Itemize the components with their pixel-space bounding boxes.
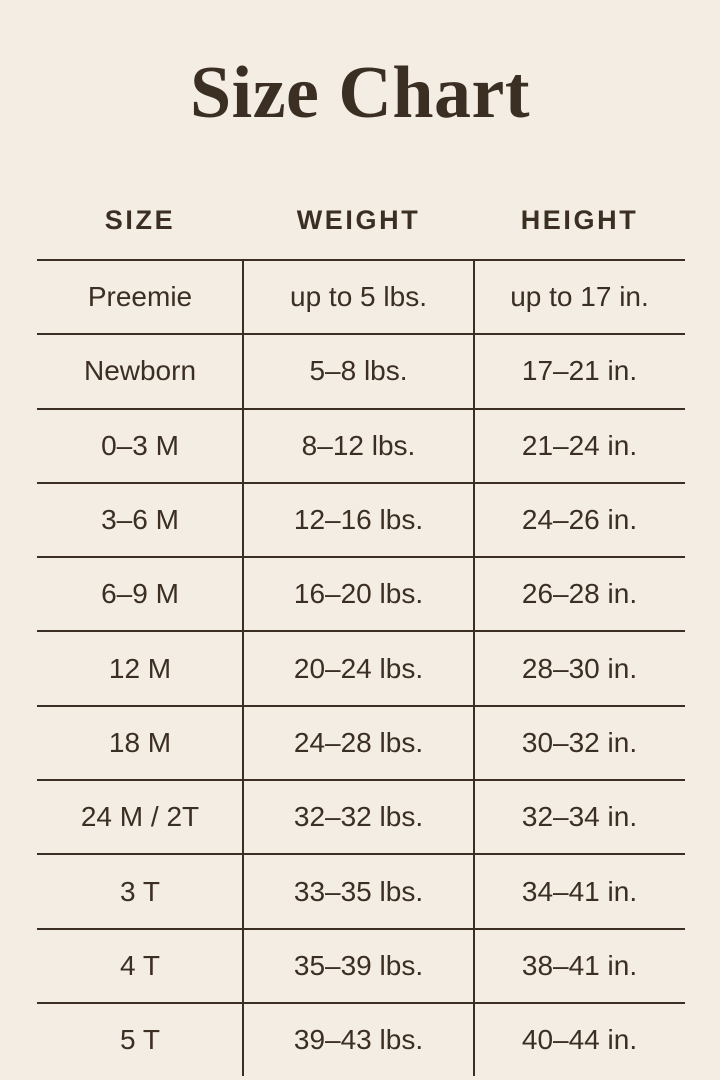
cell-height: 32–34 in. (521, 801, 638, 833)
table-row: 6–9 M 16–20 lbs. 26–28 in. (37, 556, 685, 630)
cell-weight: up to 5 lbs. (290, 281, 427, 313)
cell-height: 21–24 in. (521, 429, 638, 461)
cell-weight: 16–20 lbs. (293, 578, 424, 610)
cell-height: 40–44 in. (521, 1024, 638, 1056)
column-divider-1 (242, 259, 244, 1077)
page-title: Size Chart (190, 52, 530, 134)
cell-height: 28–30 in. (521, 652, 638, 684)
cell-weight: 32–32 lbs. (293, 801, 424, 833)
cell-size: Newborn (83, 355, 197, 387)
table-row: 18 M 24–28 lbs. 30–32 in. (37, 704, 685, 779)
cell-weight: 35–39 lbs. (293, 949, 424, 981)
table-header-row: SIZE WEIGHT HEIGHT (37, 186, 685, 259)
cell-size: 6–9 M (101, 578, 179, 610)
cell-size: 5 T (120, 1024, 160, 1056)
cell-size: 24 M / 2T (80, 801, 200, 833)
cell-weight: 12–16 lbs. (293, 504, 424, 536)
cell-height: 30–32 in. (521, 726, 638, 758)
cell-weight: 24–28 lbs. (293, 726, 424, 758)
cell-size: 3 T (120, 875, 160, 907)
cell-weight: 5–8 lbs. (309, 355, 408, 387)
column-divider-2 (473, 259, 475, 1077)
cell-height: 34–41 in. (521, 875, 638, 907)
cell-size: 4 T (120, 949, 160, 981)
column-header-size: SIZE (104, 205, 176, 235)
cell-height: 38–41 in. (521, 949, 638, 981)
cell-height: 17–21 in. (521, 355, 638, 387)
cell-weight: 20–24 lbs. (293, 652, 424, 684)
cell-size: 0–3 M (101, 429, 179, 461)
table-row: 4 T 35–39 lbs. 38–41 in. (37, 927, 685, 1002)
table-row: Newborn 5–8 lbs. 17–21 in. (37, 333, 685, 407)
cell-height: 26–28 in. (521, 578, 638, 610)
table-row: 12 M 20–24 lbs. 28–30 in. (37, 630, 685, 704)
size-chart-table: SIZE WEIGHT HEIGHT Preemie up to 5 lbs. … (37, 186, 685, 1077)
cell-height: up to 17 in. (510, 281, 649, 313)
cell-weight: 8–12 lbs. (301, 429, 416, 461)
table-row: 0–3 M 8–12 lbs. 21–24 in. (37, 407, 685, 482)
table-row: 24 M / 2T 32–32 lbs. 32–34 in. (37, 779, 685, 853)
cell-size: 3–6 M (101, 504, 179, 536)
table-row: Preemie up to 5 lbs. up to 17 in. (37, 259, 685, 333)
cell-size: Preemie (87, 281, 193, 313)
column-header-height: HEIGHT (520, 205, 639, 235)
cell-weight: 33–35 lbs. (293, 875, 424, 907)
table-body: Preemie up to 5 lbs. up to 17 in. Newbor… (37, 259, 685, 1077)
cell-height: 24–26 in. (521, 504, 638, 536)
table-row: 3–6 M 12–16 lbs. 24–26 in. (37, 481, 685, 556)
cell-size: 12 M (108, 652, 172, 684)
table-row: 5 T 39–43 lbs. 40–44 in. (37, 1001, 685, 1076)
cell-weight: 39–43 lbs. (293, 1024, 424, 1056)
table-row: 3 T 33–35 lbs. 34–41 in. (37, 853, 685, 927)
column-header-weight: WEIGHT (296, 205, 421, 235)
cell-size: 18 M (108, 726, 172, 758)
